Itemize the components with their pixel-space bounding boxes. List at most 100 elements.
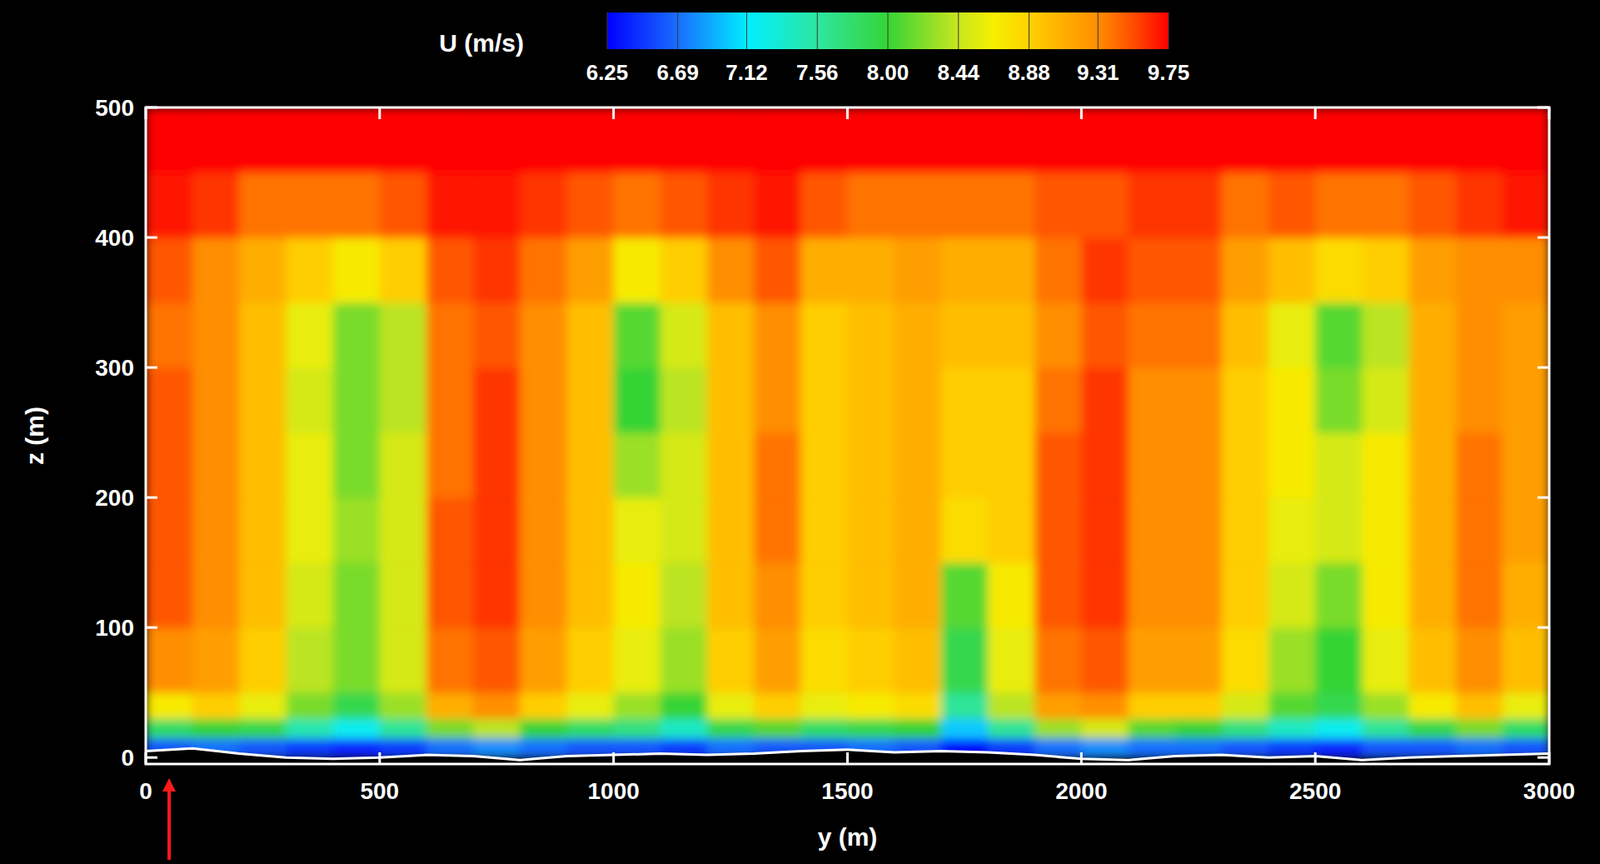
cell <box>1361 107 1410 174</box>
cell <box>239 237 287 304</box>
cell <box>800 717 848 738</box>
cell <box>473 302 521 369</box>
cell <box>753 302 802 369</box>
x-tick-label: 0 <box>139 777 153 804</box>
y-tick <box>145 236 158 240</box>
cell <box>426 367 474 434</box>
y-tick <box>145 496 158 499</box>
colorbar-tick <box>677 12 678 50</box>
cell <box>753 432 802 499</box>
cell <box>613 717 662 738</box>
cell <box>1081 497 1129 564</box>
cell <box>519 107 568 174</box>
cell <box>1502 497 1550 564</box>
cell <box>660 367 708 434</box>
cell <box>1409 737 1457 758</box>
y-tick-label: 200 <box>94 484 135 511</box>
cell <box>1502 237 1550 304</box>
cell <box>145 302 194 369</box>
cell <box>1268 627 1316 693</box>
cell <box>1128 692 1177 719</box>
cell <box>1455 432 1504 499</box>
x-tick-label: 3000 <box>1523 777 1576 804</box>
x-tick-label: 500 <box>359 777 399 804</box>
cell <box>1175 107 1223 174</box>
colorbar-tick-label: 8.00 <box>867 59 910 85</box>
cell <box>192 237 240 304</box>
cell <box>145 432 194 499</box>
cell <box>707 627 755 693</box>
cell <box>1268 692 1316 719</box>
cell <box>519 692 568 719</box>
cell <box>473 737 521 758</box>
x-tick <box>378 752 381 764</box>
cell <box>1502 692 1550 719</box>
cell <box>473 627 521 693</box>
cell <box>426 562 474 629</box>
x-tick <box>144 107 148 120</box>
cell <box>613 627 662 693</box>
cell <box>1128 717 1177 738</box>
y-tick <box>1537 756 1550 759</box>
cell <box>379 562 428 629</box>
cell <box>239 367 287 434</box>
cell <box>707 497 755 564</box>
cell <box>1409 237 1457 304</box>
cell <box>239 627 287 693</box>
cell <box>379 692 428 719</box>
colorbar-tick-label: 8.88 <box>1007 59 1051 85</box>
cell <box>707 107 755 174</box>
cell <box>1175 497 1223 564</box>
cell <box>567 497 615 564</box>
cell <box>1128 107 1177 174</box>
cell <box>800 562 848 629</box>
x-tick <box>846 752 849 764</box>
cell <box>1502 302 1550 369</box>
cell <box>1175 627 1223 693</box>
cell <box>707 302 755 369</box>
cell <box>145 497 194 564</box>
x-tick <box>612 752 615 764</box>
cell <box>1361 237 1410 304</box>
cell <box>1081 367 1129 434</box>
cell <box>1221 107 1270 174</box>
colorbar-tick-label: 9.31 <box>1076 59 1120 85</box>
cell <box>1221 302 1270 369</box>
colorbar-tick-label: 6.69 <box>656 59 699 85</box>
cell <box>707 692 755 719</box>
cell <box>519 237 568 304</box>
cell <box>426 172 474 239</box>
cell <box>379 172 428 239</box>
cell <box>894 692 943 719</box>
cell <box>1455 717 1504 738</box>
ground <box>145 747 1550 764</box>
cell <box>519 367 568 434</box>
cell <box>1221 497 1270 564</box>
cell <box>519 562 568 629</box>
cell <box>660 692 708 719</box>
cell <box>987 717 1036 738</box>
cell <box>847 107 896 174</box>
y-tick-label: 500 <box>94 94 135 121</box>
cell <box>847 432 896 499</box>
cell <box>145 717 194 738</box>
cell <box>941 367 989 434</box>
y-tick-label: 400 <box>94 224 135 251</box>
cell <box>1175 172 1223 239</box>
cell <box>239 717 287 738</box>
cell <box>192 107 240 174</box>
cell <box>519 432 568 499</box>
x-tick-label: 1500 <box>821 777 873 804</box>
colorbar-title: U (m/s) <box>438 29 524 57</box>
cell <box>379 107 428 174</box>
cell <box>613 562 662 629</box>
x-tick-label: 1000 <box>588 777 640 804</box>
cell <box>941 432 989 499</box>
cell <box>800 237 848 304</box>
cell <box>1315 717 1363 738</box>
cell <box>239 302 287 369</box>
cell <box>1502 172 1550 239</box>
cell <box>1315 562 1363 629</box>
cell <box>192 717 240 738</box>
cell <box>333 302 381 369</box>
